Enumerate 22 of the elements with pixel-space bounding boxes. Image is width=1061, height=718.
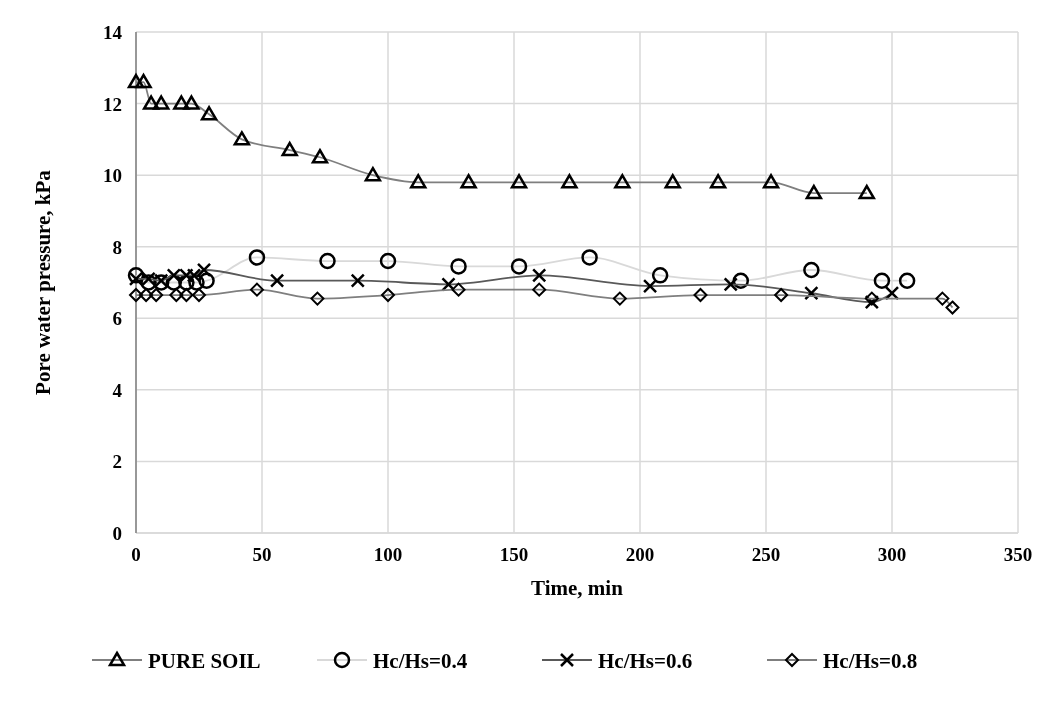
y-tick-label: 8 [112, 236, 122, 258]
legend-label: PURE SOIL [148, 649, 261, 673]
x-tick-label: 100 [373, 544, 403, 565]
y-tick-label: 6 [112, 308, 122, 330]
legend-label: Hc/Hs=0.8 [823, 649, 918, 673]
y-tick-label: 10 [103, 165, 122, 187]
x-tick-label: 250 [751, 544, 781, 565]
y-tick-label: 14 [103, 22, 123, 43]
x-tick-label: 150 [499, 544, 529, 565]
y-tick-label: 0 [112, 523, 122, 544]
x-tick-label: 200 [625, 544, 655, 565]
x-tick-label: 50 [252, 544, 272, 565]
legend-label: Hc/Hs=0.4 [373, 649, 468, 673]
x-axis-title: Time, min [531, 576, 624, 600]
y-tick-label: 2 [112, 451, 122, 473]
y-tick-label: 4 [112, 379, 123, 401]
x-tick-label: 0 [131, 544, 141, 565]
legend-label: Hc/Hs=0.6 [598, 649, 693, 673]
x-tick-label: 350 [1003, 544, 1033, 565]
x-tick-label: 300 [877, 544, 907, 565]
y-axis-title: Pore water pressure, kPa [31, 169, 55, 395]
y-tick-label: 12 [103, 93, 122, 115]
